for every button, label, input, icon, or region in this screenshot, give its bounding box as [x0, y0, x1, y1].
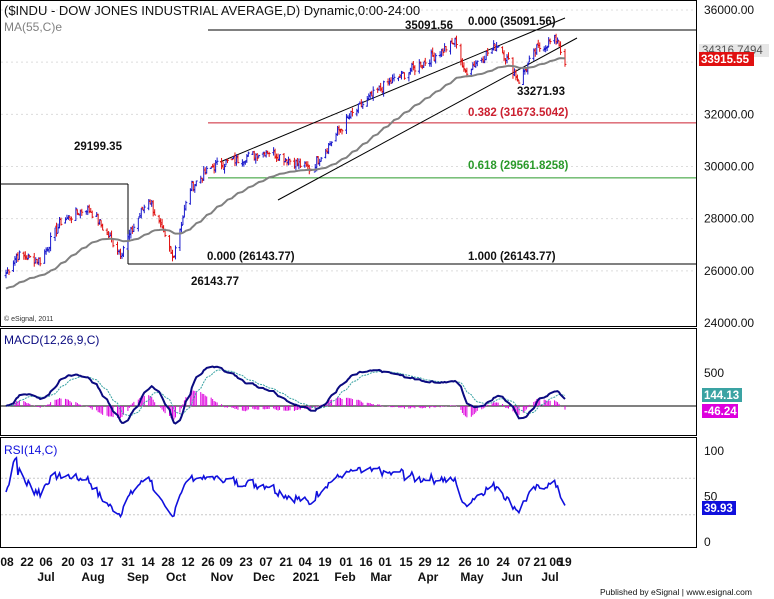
month-tick-label: Sep — [127, 570, 149, 584]
rsi-tick-label: 100 — [704, 444, 724, 458]
macd-line — [5, 365, 566, 425]
day-tick-label: 31 — [121, 555, 135, 569]
copyright-label: © eSignal, 2011 — [4, 315, 54, 323]
label-low-left: 29199.35 — [74, 141, 123, 153]
fib-0-top-label: 0.000 (35091.56) — [468, 16, 556, 28]
rsi-label: RSI(14,C) — [4, 443, 57, 457]
channel-upper-line — [219, 17, 566, 163]
x-axis: 08 22 06 20 03 17 31 14 28 12 26 09 23 07 21 04 19 01 16 01… — [0, 555, 572, 584]
label-high: 35091.56 — [405, 20, 453, 32]
macd-value-tag — [702, 388, 742, 402]
day-tick-label: 15 — [399, 555, 413, 569]
day-tick-label: 24 — [496, 555, 510, 569]
day-tick-label: 12 — [436, 555, 450, 569]
macd-value: 144.13 — [704, 390, 739, 402]
month-tick-label: Oct — [166, 570, 186, 584]
static-lines — [1, 17, 696, 265]
ma-line — [5, 57, 566, 290]
macd-tick-label: 500 — [704, 366, 724, 380]
month-tick-label: Aug — [81, 570, 104, 584]
rsi-value-tag — [702, 501, 736, 515]
day-tick-label: 22 — [20, 555, 34, 569]
day-tick-label: 29 — [418, 555, 432, 569]
month-tick-label: Dec — [253, 570, 275, 584]
macd-series — [1, 365, 696, 425]
signal-line — [5, 369, 566, 417]
price-tick-label: 28000.00 — [704, 212, 754, 226]
fib-382-label: 0.382 (31673.5042) — [468, 107, 569, 119]
macd-panel[interactable] — [0, 328, 697, 436]
month-tick-label: Nov — [211, 570, 234, 584]
day-tick-label: 26 — [458, 555, 472, 569]
rsi-panel[interactable] — [0, 437, 697, 548]
day-tick-label: 06 — [549, 555, 563, 569]
month-tick-label: May — [460, 570, 484, 584]
day-tick-label: 04 — [298, 555, 312, 569]
month-tick-label: Jul — [37, 570, 54, 584]
hist-value-tag — [702, 404, 738, 418]
day-tick-label: 03 — [80, 555, 94, 569]
hist-value: -46.24 — [704, 406, 737, 418]
month-tick-label: Jun — [501, 570, 522, 584]
last-price-tag — [699, 52, 754, 66]
price-panel[interactable] — [0, 0, 697, 327]
day-tick-label: 01 — [339, 555, 353, 569]
day-tick-label: 12 — [181, 555, 195, 569]
month-tick-label: Feb — [334, 570, 355, 584]
fib-100-label: 1.000 (26143.77) — [468, 251, 556, 263]
day-tick-label: 14 — [141, 555, 155, 569]
rsi-series — [1, 456, 696, 519]
day-tick-label: 07 — [259, 555, 273, 569]
label-low-jun: 33271.93 — [517, 86, 565, 98]
rsi-tick-label: 0 — [704, 535, 711, 549]
macd-label: MACD(12,26,9,C) — [4, 333, 99, 347]
chart-title: ($INDU - DOW JONES INDUSTRIAL AVERAGE,D)… — [4, 3, 420, 18]
day-tick-label: 06 — [39, 555, 53, 569]
publisher-label: Published by eSignal | www.esignal.com — [600, 587, 752, 597]
day-tick-label: 19 — [318, 555, 332, 569]
day-tick-label: 23 — [239, 555, 253, 569]
y-axis: 36000.0034000.0032000.0030000.0028000.00… — [704, 3, 754, 549]
day-tick-label: 21 — [533, 555, 547, 569]
label-low-oct: 26143.77 — [191, 276, 239, 288]
channel-lower-line — [277, 37, 578, 201]
day-tick-label: 09 — [219, 555, 233, 569]
fib-618-label: 0.618 (29561.8258) — [468, 160, 569, 172]
month-tick-label: Apr — [418, 570, 439, 584]
month-tick-label: 2021 — [293, 570, 320, 584]
ma-legend: MA(55,C)e — [4, 20, 62, 34]
rsi-value: 39.93 — [704, 503, 733, 515]
day-tick-label: 16 — [359, 555, 373, 569]
month-tick-label: Jul — [541, 570, 558, 584]
day-tick-label: 01 — [378, 555, 392, 569]
day-tick-label: 07 — [517, 555, 531, 569]
rsi-tick-label: 50 — [704, 490, 718, 504]
price-tick-label: 24000.00 — [704, 316, 754, 330]
day-tick-label: 19 — [558, 555, 572, 569]
day-tick-label: 28 — [161, 555, 175, 569]
price-tick-label: 36000.00 — [704, 3, 754, 17]
day-tick-label: 20 — [61, 555, 75, 569]
day-tick-label: 10 — [476, 555, 490, 569]
fib-0-left-label: 0.000 (26143.77) — [207, 251, 295, 263]
day-tick-label: 26 — [201, 555, 215, 569]
rsi-line — [5, 456, 566, 519]
price-tick-label: 26000.00 — [704, 264, 754, 278]
day-tick-label: 08 — [0, 555, 14, 569]
month-tick-label: Mar — [370, 570, 392, 584]
last-price: 33915.55 — [701, 54, 750, 66]
price-tick-label: 32000.00 — [704, 107, 754, 121]
moving-average-series — [5, 57, 566, 290]
day-tick-label: 21 — [279, 555, 293, 569]
price-tick-label: 30000.00 — [704, 160, 754, 174]
day-tick-label: 17 — [100, 555, 114, 569]
grid-lines — [1, 9, 696, 272]
